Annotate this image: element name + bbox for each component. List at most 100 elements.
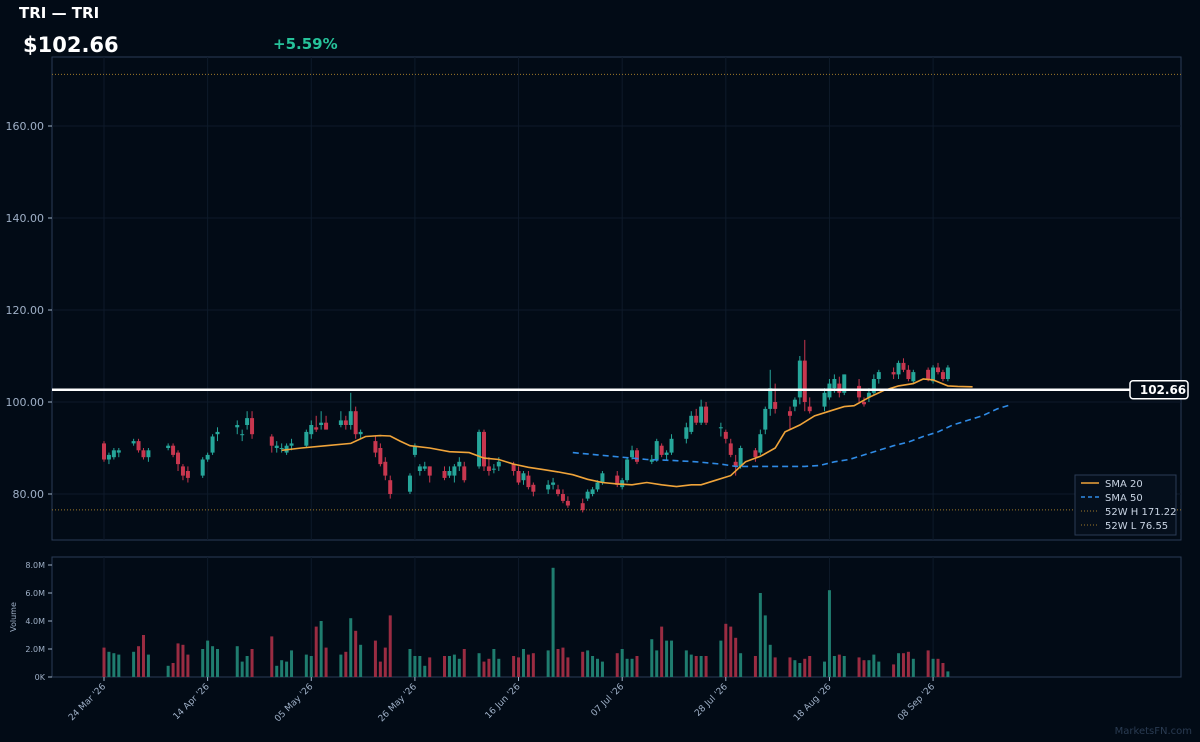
watermark: MarketsFN.com bbox=[1114, 726, 1192, 737]
volume-bar bbox=[137, 646, 141, 677]
volume-bar bbox=[141, 635, 145, 677]
candle-body bbox=[116, 450, 121, 453]
candle-body bbox=[309, 425, 314, 435]
volume-bar bbox=[911, 658, 915, 677]
volume-bar bbox=[581, 651, 585, 677]
candle-body bbox=[412, 445, 417, 455]
candle-body bbox=[106, 454, 111, 460]
candle-body bbox=[171, 445, 176, 455]
volume-bar bbox=[349, 618, 353, 677]
candle-body bbox=[945, 367, 950, 379]
candle-body bbox=[491, 468, 496, 470]
candle-body bbox=[215, 431, 220, 435]
candle-body bbox=[664, 452, 669, 455]
candle-body bbox=[338, 420, 343, 425]
x-tick-label: 16 Jun '26 bbox=[484, 682, 523, 721]
volume-bar bbox=[832, 656, 836, 677]
candle-body bbox=[205, 454, 210, 460]
volume-bar bbox=[901, 653, 905, 677]
candle-body bbox=[876, 372, 881, 379]
candle-body bbox=[314, 427, 319, 430]
volume-bar bbox=[408, 649, 412, 677]
candle-body bbox=[940, 372, 945, 379]
x-tick-label: 26 May '26 bbox=[377, 682, 419, 724]
candle-body bbox=[274, 445, 279, 448]
candle-body bbox=[102, 443, 106, 460]
volume-bar bbox=[941, 663, 945, 677]
volume-bar bbox=[936, 658, 940, 677]
price-panel-frame bbox=[51, 56, 1182, 541]
candle-body bbox=[452, 466, 457, 476]
candle-body bbox=[931, 367, 936, 382]
volume-tick-label: 6.0M bbox=[25, 589, 45, 598]
candle-body bbox=[694, 415, 699, 423]
volume-bar bbox=[359, 644, 363, 677]
volume-bar bbox=[620, 649, 624, 677]
candle-body bbox=[625, 459, 630, 481]
volume-bar bbox=[388, 615, 392, 677]
last-price: $102.66 bbox=[23, 33, 119, 57]
volume-bar bbox=[704, 656, 708, 677]
ticker-title: TRI — TRI bbox=[19, 4, 100, 22]
volume-bar bbox=[245, 656, 249, 677]
volume-axis-label: Volume bbox=[9, 602, 18, 632]
volume-bar bbox=[132, 651, 136, 677]
candle-body bbox=[131, 441, 136, 444]
volume-bar bbox=[625, 658, 629, 677]
volume-bar bbox=[758, 593, 762, 677]
volume-bar bbox=[793, 660, 797, 677]
volume-bar bbox=[102, 647, 106, 677]
candle-body bbox=[654, 441, 659, 460]
candle-body bbox=[388, 480, 393, 494]
candle-body bbox=[901, 362, 906, 370]
volume-bar bbox=[897, 653, 901, 677]
candle-body bbox=[383, 461, 388, 476]
volume-bar bbox=[285, 661, 289, 677]
volume-bar bbox=[423, 665, 427, 677]
candle-body bbox=[590, 489, 595, 494]
sma50-line bbox=[572, 403, 1013, 468]
y-tick-label: 140.00 bbox=[6, 212, 45, 225]
volume-bar bbox=[309, 656, 313, 677]
candle-body bbox=[245, 418, 250, 425]
volume-bar bbox=[892, 664, 896, 677]
volume-bar bbox=[946, 671, 950, 677]
candle-body bbox=[353, 411, 358, 435]
candle-body bbox=[689, 415, 694, 432]
volume-bar bbox=[477, 653, 481, 677]
volume-bar bbox=[290, 650, 294, 677]
volume-bar bbox=[354, 630, 358, 677]
candle-body bbox=[457, 461, 462, 467]
volume-bar bbox=[827, 590, 831, 677]
candle-body bbox=[842, 374, 847, 393]
candle-body bbox=[871, 379, 876, 393]
volume-bar bbox=[556, 649, 560, 677]
volume-bar bbox=[877, 661, 881, 677]
volume-bar bbox=[324, 647, 328, 677]
candle-body bbox=[649, 459, 654, 462]
volume-bar bbox=[270, 636, 274, 677]
candle-body bbox=[684, 427, 689, 439]
candle-body bbox=[516, 471, 521, 483]
x-tick-label: 07 Jul '26 bbox=[590, 682, 627, 719]
candle-body bbox=[210, 436, 215, 453]
candle-body bbox=[733, 461, 738, 467]
candle-body bbox=[926, 369, 931, 379]
candle-body bbox=[521, 473, 526, 481]
candle-body bbox=[417, 466, 422, 471]
volume-bar bbox=[635, 656, 639, 677]
y-tick-label: 80.00 bbox=[13, 488, 45, 501]
volume-bar bbox=[670, 640, 674, 677]
x-tick-label: 08 Sep '26 bbox=[896, 682, 937, 723]
candle-body bbox=[343, 420, 348, 425]
volume-bar bbox=[462, 649, 466, 677]
candle-body bbox=[600, 473, 605, 483]
volume-bar bbox=[719, 640, 723, 677]
volume-bar bbox=[862, 660, 866, 677]
volume-bar bbox=[497, 658, 501, 677]
candle-body bbox=[595, 482, 600, 490]
volume-tick-label: 0K bbox=[35, 673, 46, 682]
volume-bar bbox=[181, 644, 185, 677]
volume-bar bbox=[339, 654, 343, 677]
volume-bar bbox=[304, 654, 308, 677]
